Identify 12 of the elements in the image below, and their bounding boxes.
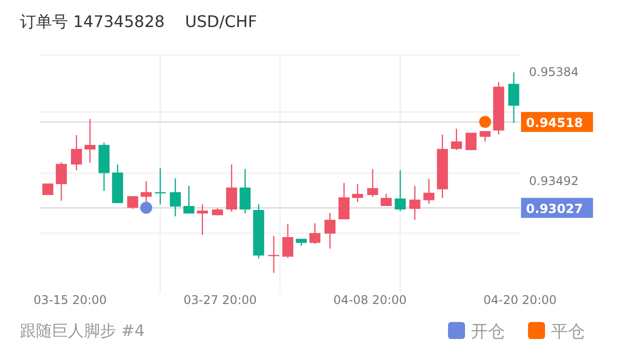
legend-label: 平仓: [551, 322, 585, 342]
y-tick-label: 0.95384: [529, 65, 579, 80]
chart-title: 订单号 147345828 USD/CHF: [20, 12, 258, 31]
x-tick-label: 04-08 20:00: [333, 293, 407, 307]
ref-line-label: 0.93027: [526, 200, 583, 216]
y-tick-label: 0.93492: [529, 174, 579, 188]
x-tick-label: 04-20 20:00: [483, 293, 557, 307]
x-tick-label: 03-27 20:00: [183, 293, 257, 307]
legend-label: 开仓: [471, 322, 505, 342]
text: 跟随巨人脚步 #4: [20, 321, 145, 340]
x-tick-label: 03-15 20:00: [34, 293, 107, 307]
ref-line-label: 0.94518: [526, 114, 583, 130]
